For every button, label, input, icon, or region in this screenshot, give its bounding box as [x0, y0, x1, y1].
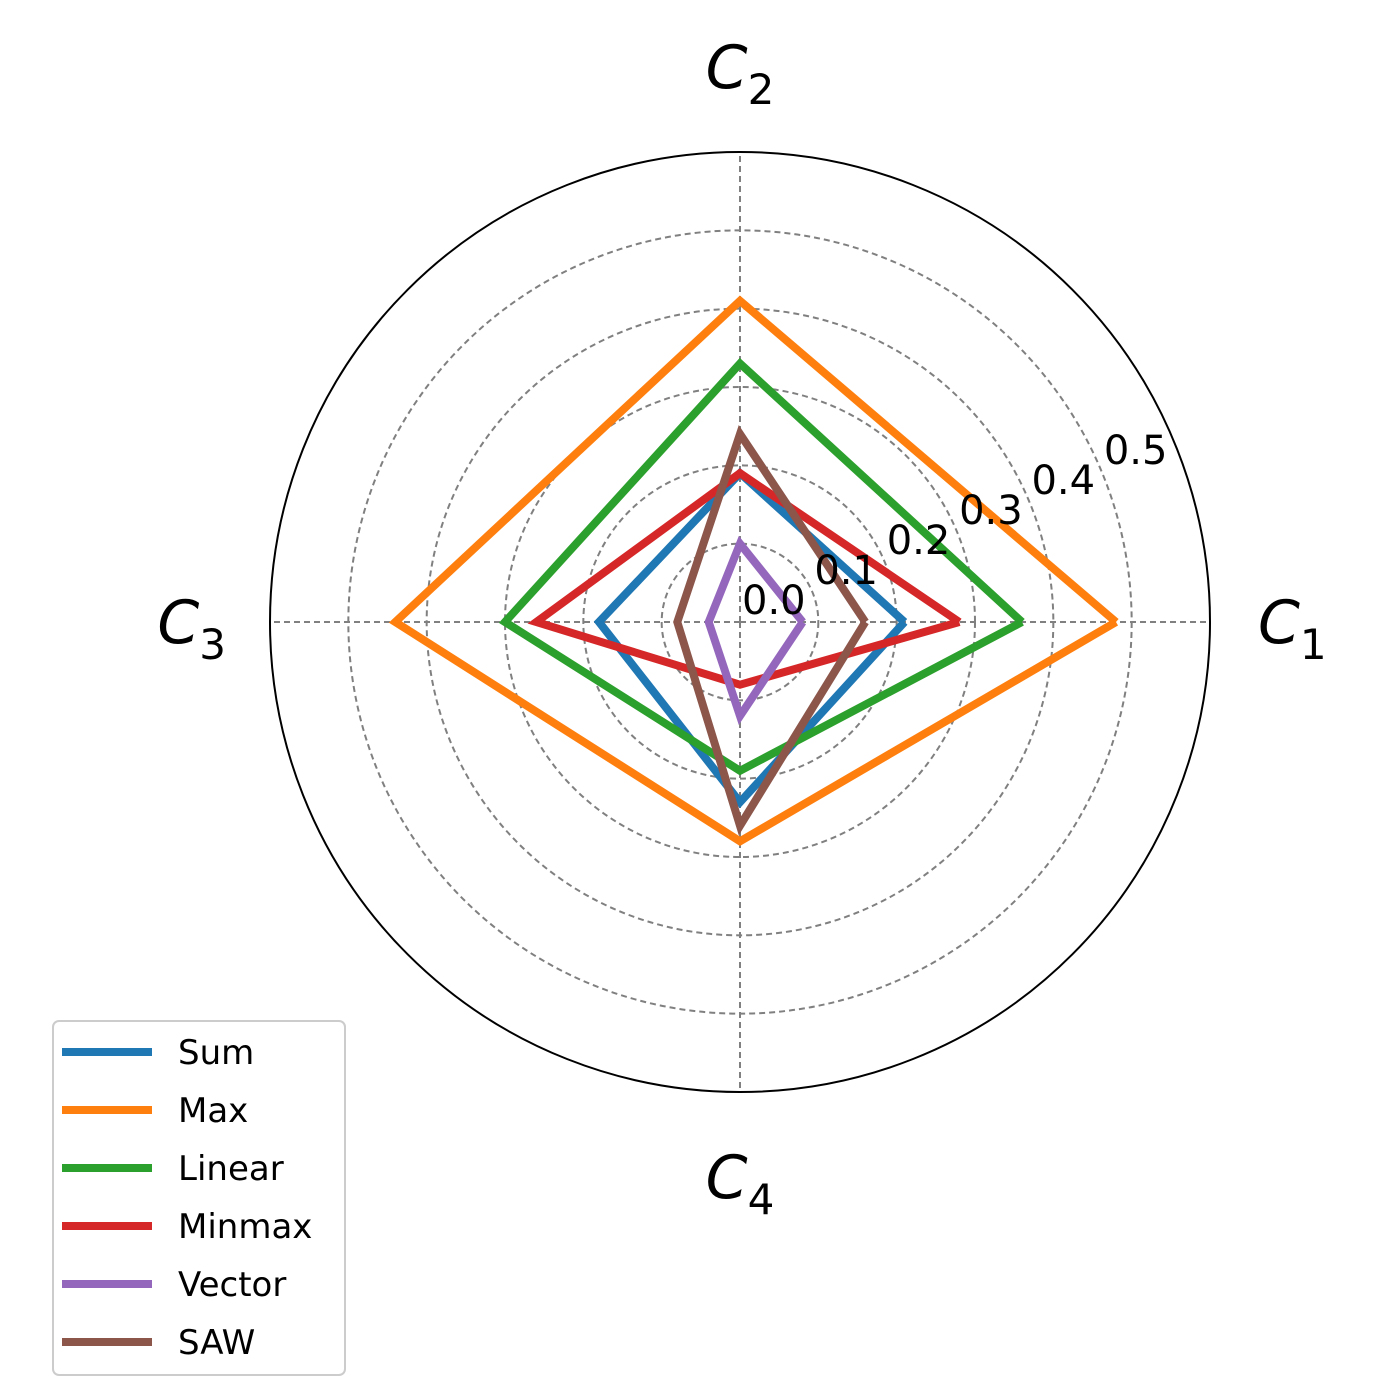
series-line-minmax — [527, 468, 962, 689]
axis-labels: C1 C2 C3 C4 — [157, 33, 1326, 1224]
legend-label-vector: Vector — [178, 1265, 286, 1305]
axis-label-c1: C1 — [1258, 588, 1327, 669]
axis-label-c3: C3 — [157, 588, 226, 669]
series-line-saw — [673, 424, 869, 836]
legend-frame — [52, 1020, 346, 1376]
r-tick-label-2: 0.2 — [887, 518, 951, 564]
radial-tick-labels: 0.00.10.20.30.40.5 — [742, 428, 1167, 624]
legend-label-minmax: Minmax — [178, 1207, 312, 1247]
axis-label-c2: C2 — [706, 33, 775, 114]
series-line-linear — [498, 357, 1025, 776]
legend-label-saw: SAW — [178, 1323, 255, 1363]
grid-circle-1 — [660, 542, 820, 702]
polar-frame — [269, 151, 1211, 1093]
radial-grid — [269, 151, 1211, 1093]
series-line-vector — [704, 535, 807, 726]
legend-label-linear: Linear — [178, 1149, 284, 1189]
r-tick-label-5: 0.5 — [1104, 428, 1168, 474]
series-lines — [388, 295, 1119, 846]
series-line-max — [388, 295, 1119, 846]
r-tick-label-0: 0.0 — [742, 578, 806, 624]
legend-label-max: Max — [178, 1091, 248, 1131]
legend: Sum Max Linear Minmax Vector SAW — [52, 1020, 346, 1376]
axis-label-c4: C4 — [706, 1143, 775, 1224]
grid-circle-2 — [582, 464, 898, 780]
r-tick-label-3: 0.3 — [959, 488, 1023, 534]
r-tick-label-1: 0.1 — [814, 548, 878, 594]
legend-label-sum: Sum — [178, 1033, 254, 1073]
r-tick-label-4: 0.4 — [1031, 458, 1095, 504]
